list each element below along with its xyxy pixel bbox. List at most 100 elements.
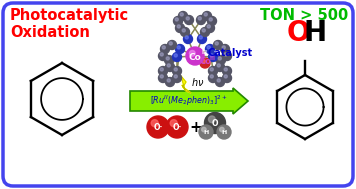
Text: H: H <box>303 19 326 47</box>
Text: +: + <box>190 119 202 135</box>
Circle shape <box>209 53 218 61</box>
Circle shape <box>202 29 205 32</box>
Circle shape <box>170 120 177 127</box>
Circle shape <box>178 12 188 20</box>
Text: O·: O· <box>172 122 182 132</box>
Circle shape <box>160 75 163 78</box>
Circle shape <box>180 28 189 36</box>
Circle shape <box>173 16 183 26</box>
Text: O·: O· <box>153 122 163 132</box>
FancyBboxPatch shape <box>3 3 353 186</box>
Circle shape <box>207 46 210 49</box>
Circle shape <box>222 74 231 83</box>
Circle shape <box>204 13 207 16</box>
Circle shape <box>215 63 225 71</box>
Circle shape <box>173 74 182 83</box>
Circle shape <box>200 28 209 36</box>
Circle shape <box>222 67 231 75</box>
Circle shape <box>160 53 163 56</box>
Circle shape <box>151 120 158 127</box>
Text: Co: Co <box>200 57 212 66</box>
Circle shape <box>209 74 218 83</box>
Circle shape <box>189 50 195 56</box>
Circle shape <box>216 56 225 64</box>
Circle shape <box>220 44 230 53</box>
Circle shape <box>209 116 215 123</box>
Circle shape <box>214 40 222 50</box>
Circle shape <box>198 17 201 20</box>
Text: H: H <box>203 129 209 135</box>
Circle shape <box>166 63 174 71</box>
Circle shape <box>222 46 225 49</box>
Circle shape <box>209 18 212 21</box>
Circle shape <box>217 125 231 139</box>
Circle shape <box>197 15 205 25</box>
Circle shape <box>182 29 185 32</box>
Text: O: O <box>212 119 218 128</box>
Circle shape <box>147 116 169 138</box>
Circle shape <box>177 25 180 28</box>
Circle shape <box>217 79 220 82</box>
Circle shape <box>204 112 225 133</box>
Text: O: O <box>286 19 310 47</box>
Circle shape <box>210 75 213 78</box>
Circle shape <box>184 15 194 25</box>
Circle shape <box>175 18 178 21</box>
Circle shape <box>185 36 188 39</box>
Circle shape <box>177 46 180 49</box>
Circle shape <box>166 116 188 138</box>
Circle shape <box>218 57 221 60</box>
Circle shape <box>166 77 174 87</box>
Circle shape <box>186 17 189 20</box>
Circle shape <box>220 127 224 132</box>
Circle shape <box>173 67 182 75</box>
Text: H: H <box>221 129 227 135</box>
Circle shape <box>215 42 218 45</box>
Circle shape <box>176 44 184 53</box>
Circle shape <box>186 47 204 65</box>
Circle shape <box>210 54 213 57</box>
Circle shape <box>174 54 177 57</box>
Circle shape <box>205 44 215 53</box>
Circle shape <box>224 75 227 78</box>
Circle shape <box>176 23 184 33</box>
Circle shape <box>224 53 227 56</box>
Circle shape <box>167 64 170 67</box>
Circle shape <box>217 64 220 67</box>
Circle shape <box>209 67 218 75</box>
Circle shape <box>158 74 168 83</box>
Circle shape <box>164 56 173 64</box>
Circle shape <box>180 13 183 16</box>
Text: Photocatalytic
Oxidation: Photocatalytic Oxidation <box>10 8 129 40</box>
Text: III: III <box>209 56 215 60</box>
Circle shape <box>222 51 231 60</box>
Circle shape <box>215 77 225 87</box>
Circle shape <box>208 16 216 26</box>
Circle shape <box>183 35 193 43</box>
Circle shape <box>199 125 213 139</box>
Circle shape <box>166 57 169 60</box>
Circle shape <box>199 36 202 39</box>
Circle shape <box>168 40 177 50</box>
Text: Co: Co <box>189 53 201 61</box>
Circle shape <box>174 68 177 71</box>
Circle shape <box>162 46 165 49</box>
Circle shape <box>205 23 215 33</box>
Polygon shape <box>181 76 191 93</box>
Text: TON > 500: TON > 500 <box>260 8 348 23</box>
Circle shape <box>158 67 168 75</box>
Circle shape <box>161 44 169 53</box>
Circle shape <box>200 58 210 68</box>
Circle shape <box>224 68 227 71</box>
FancyArrow shape <box>130 88 248 114</box>
Circle shape <box>210 68 213 71</box>
Circle shape <box>207 25 210 28</box>
Circle shape <box>202 60 205 63</box>
Circle shape <box>173 53 182 61</box>
Circle shape <box>160 68 163 71</box>
Text: $h\nu$: $h\nu$ <box>191 76 204 88</box>
Text: $[Ru^{II}(Me_2phen)_3]^{2+}$: $[Ru^{II}(Me_2phen)_3]^{2+}$ <box>150 94 228 108</box>
Circle shape <box>198 35 206 43</box>
Text: III: III <box>202 50 208 56</box>
Circle shape <box>169 42 172 45</box>
